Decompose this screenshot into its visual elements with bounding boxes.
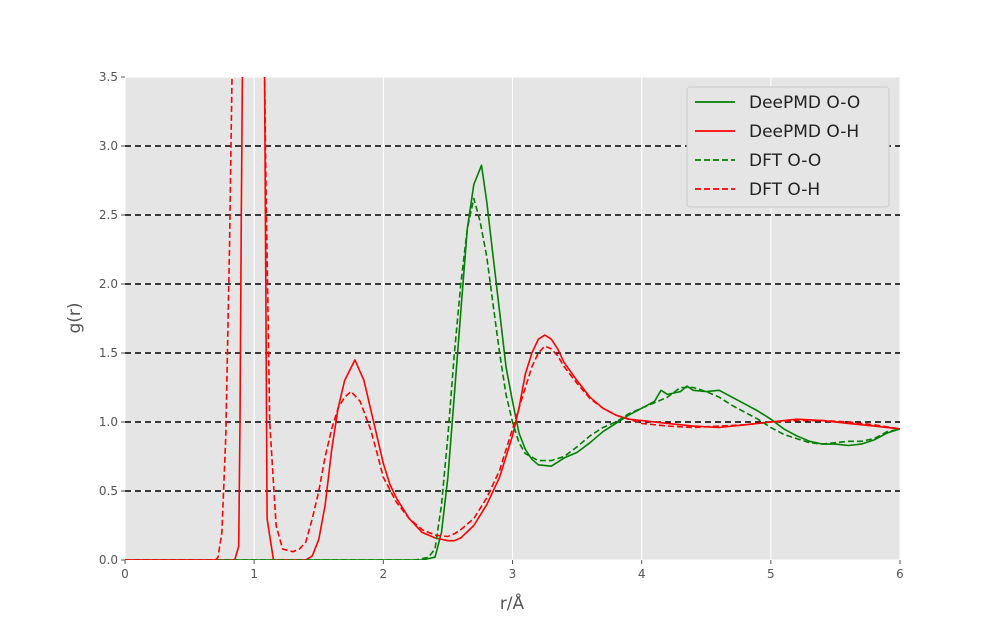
y-tick-label: 3.5 <box>99 70 118 84</box>
y-tick-label: 1.0 <box>99 415 118 429</box>
y-tick-label: 0.0 <box>99 553 118 567</box>
x-tick-label: 6 <box>896 567 904 581</box>
legend-label: DFT O-O <box>749 151 821 171</box>
legend-box <box>686 86 890 208</box>
legend: DeePMD O-O DeePMD O-H DFT O-O DFT O-H <box>686 86 890 208</box>
series-line-0 <box>125 164 900 560</box>
series-line-3 <box>125 77 900 560</box>
x-tick-label: 4 <box>638 567 646 581</box>
x-axis-title: r/Å <box>500 592 525 614</box>
series-line-2 <box>125 197 900 560</box>
x-tick-label: 1 <box>250 567 258 581</box>
series-layer <box>125 77 900 560</box>
legend-label: DFT O-H <box>749 180 820 200</box>
series-line-1 <box>125 77 900 560</box>
tick-layer: 0 1 2 3 4 5 6 0.0 0.5 1.0 1.5 2.0 2.5 3.0 3.5 <box>99 70 904 581</box>
legend-label: DeePMD O-O <box>749 93 860 113</box>
y-axis-title: g(r) <box>65 302 85 333</box>
y-tick-label: 2.5 <box>99 208 118 222</box>
x-tick-label: 5 <box>767 567 775 581</box>
legend-label: DeePMD O-H <box>749 122 859 142</box>
x-tick-label: 2 <box>380 567 388 581</box>
y-tick-label: 3.0 <box>99 139 118 153</box>
x-tick-label: 0 <box>121 567 129 581</box>
y-tick-label: 0.5 <box>99 484 118 498</box>
y-tick-label: 1.5 <box>99 346 118 360</box>
x-tick-label: 3 <box>509 567 517 581</box>
y-tick-label: 2.0 <box>99 277 118 291</box>
